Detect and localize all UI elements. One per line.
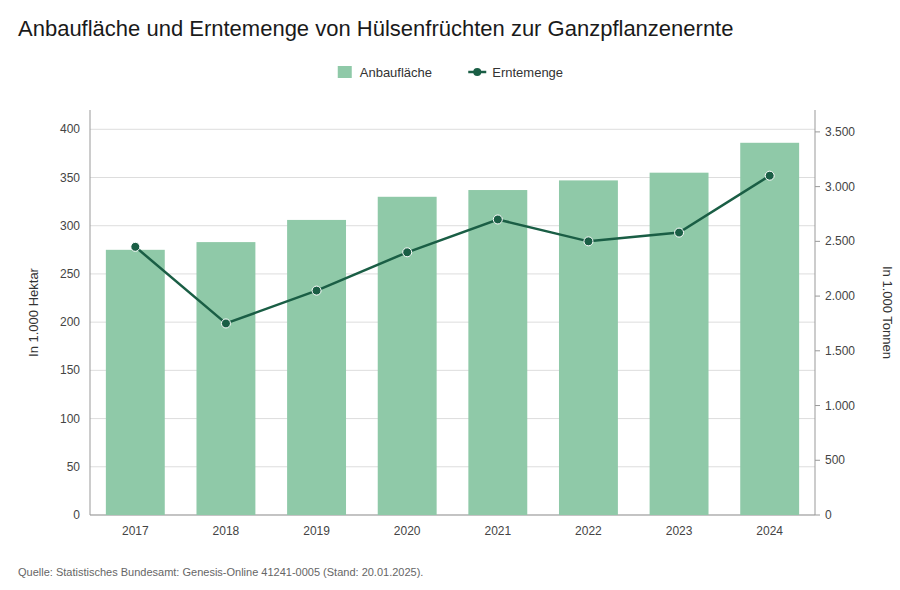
y2-tick-label: 500 [825, 453, 845, 467]
bar [106, 250, 165, 515]
y2-tick-label: 0 [825, 508, 832, 522]
y2-tick [815, 131, 820, 132]
y-axis-line [90, 110, 91, 515]
point [221, 319, 230, 328]
title: Anbaufläche und Erntemenge von Hülsenfrü… [18, 16, 733, 41]
y2-axis-label: In 1.000 Tonnen [880, 266, 895, 359]
x-tick-label: 2018 [213, 524, 240, 538]
y-tick-label: 0 [73, 508, 80, 522]
bar [559, 180, 618, 515]
legend-label: Anbaufläche [360, 65, 432, 80]
point [312, 286, 321, 295]
x-tick-label: 2021 [484, 524, 511, 538]
point [403, 248, 412, 257]
y2-tick [815, 460, 820, 461]
legend-swatch [338, 66, 352, 78]
bar [650, 173, 709, 515]
x-tick-label: 2024 [756, 524, 783, 538]
x-tick-label: 2019 [303, 524, 330, 538]
marks [106, 143, 799, 515]
source: Quelle: Statistisches Bundesamt: Genesis… [18, 566, 423, 578]
y-tick-label: 50 [67, 460, 81, 474]
point [493, 215, 502, 224]
y-axis-label: In 1.000 Hektar [26, 267, 41, 357]
chart: Anbaufläche und Erntemenge von Hülsenfrü… [0, 0, 900, 590]
line [135, 176, 769, 324]
y2-tick-label: 2.000 [825, 289, 855, 303]
grid [90, 129, 815, 515]
bar [287, 220, 346, 515]
y2-tick [815, 405, 820, 406]
point [765, 171, 774, 180]
y-tick-label: 400 [60, 122, 80, 136]
y2-tick [815, 350, 820, 351]
bar [740, 143, 799, 515]
y-tick-label: 350 [60, 171, 80, 185]
y2-tick-label: 1.000 [825, 399, 855, 413]
y2-tick [815, 296, 820, 297]
legend-marker [473, 68, 481, 76]
point [131, 242, 140, 251]
y2-tick-label: 3.000 [825, 180, 855, 194]
legend-label: Erntemenge [492, 65, 563, 80]
x-tick-label: 2020 [394, 524, 421, 538]
y2-tick [815, 241, 820, 242]
x-tick-label: 2023 [666, 524, 693, 538]
y-tick-label: 200 [60, 315, 80, 329]
bar [468, 190, 527, 515]
grid-line [90, 129, 815, 130]
y2-tick [815, 186, 820, 187]
y-tick-label: 150 [60, 363, 80, 377]
y2-tick-label: 3.500 [825, 125, 855, 139]
y2-tick-label: 1.500 [825, 344, 855, 358]
x-tick-label: 2022 [575, 524, 602, 538]
background [0, 0, 900, 590]
y-tick-label: 250 [60, 267, 80, 281]
y-tick-label: 300 [60, 219, 80, 233]
point [675, 228, 684, 237]
x-tick-label: 2017 [122, 524, 149, 538]
point [584, 237, 593, 246]
y2-tick [815, 515, 820, 516]
bar [196, 242, 255, 515]
legend: Anbaufläche Erntemenge [338, 65, 563, 80]
y-tick-label: 100 [60, 412, 80, 426]
y2-axis-line [815, 110, 816, 515]
y2-tick-label: 2.500 [825, 234, 855, 248]
